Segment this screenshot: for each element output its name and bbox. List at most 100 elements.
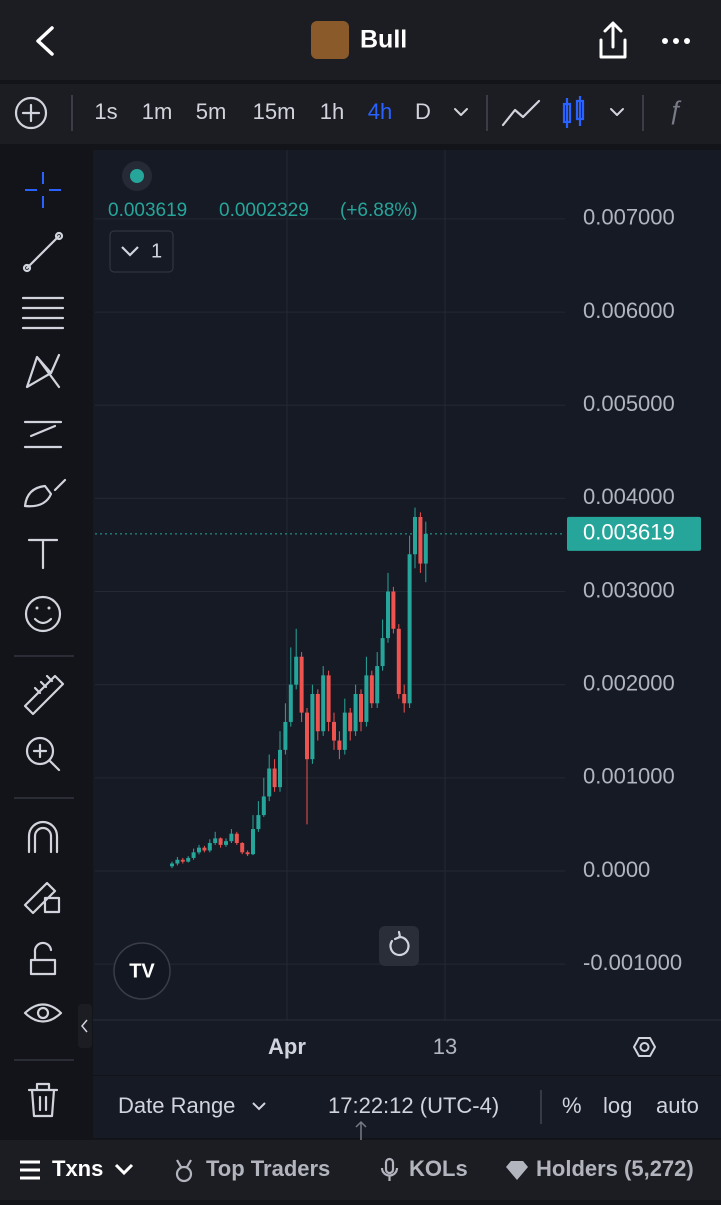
unlock-tool[interactable] [29,941,57,976]
last-price-badge [567,516,701,551]
candle-body [283,721,288,750]
interval-button[interactable]: 1h [320,99,344,124]
candle-body [380,638,385,667]
projection-tool[interactable] [23,420,63,449]
top-traders-icon [175,1159,193,1183]
svg-text:TV: TV [129,960,155,982]
delete-tool[interactable] [27,1082,59,1118]
legend-price: 0.003619 [108,200,187,221]
x-tick-label: 13 [433,1034,457,1059]
candle-body [299,656,304,713]
timezone-clock[interactable]: 17:22:12 (UTC-4) [328,1093,499,1118]
tradingview-logo[interactable]: TV [113,942,171,1000]
back-button[interactable] [36,26,54,56]
candle-body [348,712,353,732]
magnet-tool[interactable] [27,820,59,854]
tab[interactable]: Holders (5,272) [536,1156,694,1181]
y-tick-label: 0.0000 [583,857,650,882]
collapse-toolbar[interactable] [78,1004,92,1048]
interval-button[interactable]: 1s [94,99,117,124]
candle-body [402,693,407,704]
auto-toggle[interactable]: auto [656,1093,699,1118]
trend-line-tool[interactable] [22,231,64,273]
interval-button[interactable]: 4h [368,99,392,124]
reset-chart-button[interactable] [379,926,419,966]
candle-body [391,591,396,629]
percent-toggle[interactable]: % [562,1093,582,1118]
candle-body [170,863,174,867]
tab[interactable]: Top Traders [206,1156,330,1181]
text-tool[interactable] [27,538,59,570]
drawing-toolbar [0,148,88,1140]
tab[interactable]: KOLs [409,1156,468,1181]
candle-body [315,693,320,732]
log-toggle[interactable]: log [603,1093,632,1118]
crosshair-tool[interactable] [25,172,61,208]
interval-button[interactable]: 15m [253,99,296,124]
candle-body [218,838,223,845]
candle-body [202,847,207,851]
candle-body [207,843,212,851]
txns-icon [20,1160,40,1180]
candle-body [240,843,245,853]
visibility-tool[interactable] [23,1003,63,1023]
add-button[interactable] [14,96,48,130]
candle-body [213,838,218,844]
candle-body [326,675,331,722]
series-toggle[interactable] [109,230,174,273]
line-type-button[interactable] [501,99,541,127]
interval-button[interactable]: 5m [196,99,227,124]
candle-body [310,693,315,760]
series-chevron [121,246,139,257]
candle-body [272,768,277,788]
fib-tool[interactable] [21,296,65,330]
interval-button[interactable]: D [415,99,431,124]
token-icon [311,21,349,59]
brush-tool[interactable] [23,478,67,508]
collapse-arrow [81,1019,88,1033]
emoji-tool[interactable] [24,595,62,633]
candle-body [332,721,336,741]
y-tick-label: -0.001000 [583,950,682,975]
candle-body [294,656,299,685]
y-tick-label: 0.002000 [583,670,675,695]
candle-body [418,517,423,564]
lock-drawing-tool[interactable] [23,881,61,915]
interval-button[interactable]: 1m [142,99,173,124]
pattern-tool[interactable] [25,353,61,389]
chart-type-dropdown[interactable] [610,108,624,116]
y-tick-label: 0.003000 [583,577,675,602]
candle-body [186,857,191,862]
txns-chevron [114,1163,134,1176]
candle-body [175,859,180,864]
interval-dropdown[interactable] [454,108,468,116]
candle-body [278,749,282,788]
more-button[interactable] [662,38,690,44]
candle-body [191,852,196,858]
candle-body [180,859,185,862]
candle-type-button[interactable] [562,96,585,128]
indicators-button[interactable]: ƒ [668,95,682,125]
candle-body [386,591,390,639]
candle-body [369,675,374,704]
zoom-tool[interactable] [25,736,61,772]
date-range-button[interactable]: Date Range [118,1093,235,1118]
date-range-chevron [252,1102,266,1111]
x-tick-label: Apr [268,1034,306,1059]
candle-body [375,666,380,704]
candle-body [342,712,347,750]
y-tick-label: 0.006000 [583,298,675,323]
chart-settings-button[interactable] [633,1037,656,1057]
series-count: 1 [151,240,162,262]
kols-icon [380,1157,399,1181]
candle-body [224,841,228,845]
candle-body [305,712,309,760]
status-indicator [130,169,144,183]
tab[interactable]: Txns [52,1156,103,1181]
ruler-tool[interactable] [23,674,65,716]
share-button[interactable] [599,21,627,59]
candle-body [364,675,369,722]
chart-footer [93,1076,721,1138]
